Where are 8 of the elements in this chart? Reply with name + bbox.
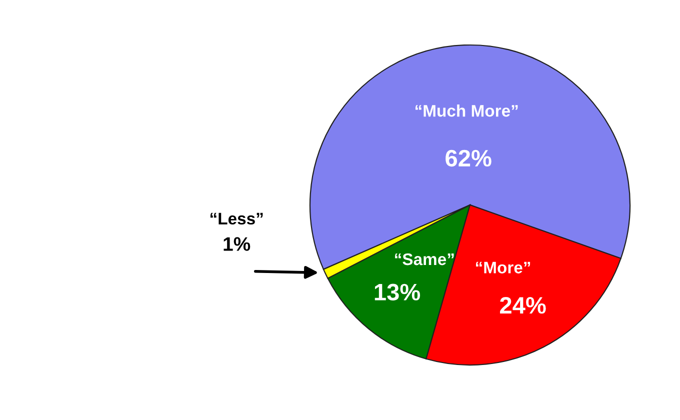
data-label: 24% bbox=[500, 296, 546, 314]
data-label: 1% bbox=[224, 237, 250, 251]
slice-label: “Much More” bbox=[416, 104, 518, 117]
data-label: 62% bbox=[446, 150, 492, 167]
slice-label: “Less” bbox=[210, 212, 263, 225]
slice-label: “Same” bbox=[395, 253, 454, 266]
slice-label: “More” bbox=[476, 262, 530, 274]
data-label: 13% bbox=[374, 284, 420, 301]
